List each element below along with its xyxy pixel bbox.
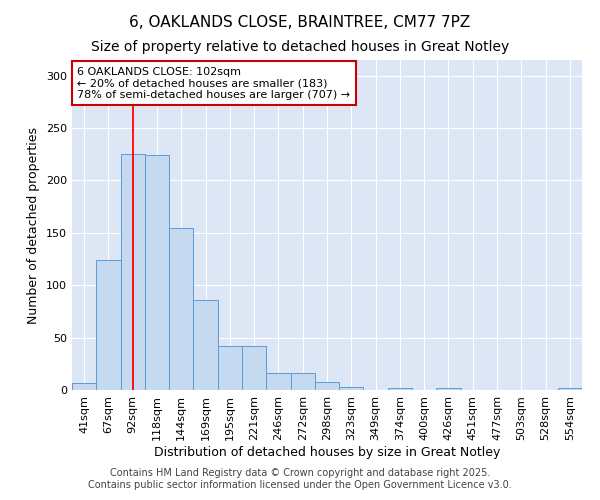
Bar	[290, 373, 315, 390]
Text: 6, OAKLANDS CLOSE, BRAINTREE, CM77 7PZ: 6, OAKLANDS CLOSE, BRAINTREE, CM77 7PZ	[130, 15, 470, 30]
Bar	[315, 382, 339, 390]
Bar	[339, 387, 364, 390]
Bar	[145, 156, 169, 390]
Bar	[388, 388, 412, 390]
Bar	[218, 346, 242, 390]
Bar	[72, 382, 96, 390]
Text: Contains HM Land Registry data © Crown copyright and database right 2025.
Contai: Contains HM Land Registry data © Crown c…	[88, 468, 512, 490]
Bar	[169, 228, 193, 390]
Bar	[121, 154, 145, 390]
Y-axis label: Number of detached properties: Number of detached properties	[28, 126, 40, 324]
Bar	[436, 388, 461, 390]
Text: Size of property relative to detached houses in Great Notley: Size of property relative to detached ho…	[91, 40, 509, 54]
Text: 6 OAKLANDS CLOSE: 102sqm
← 20% of detached houses are smaller (183)
78% of semi-: 6 OAKLANDS CLOSE: 102sqm ← 20% of detach…	[77, 66, 350, 100]
Bar	[96, 260, 121, 390]
Bar	[558, 388, 582, 390]
Bar	[193, 300, 218, 390]
Bar	[242, 346, 266, 390]
Bar	[266, 373, 290, 390]
X-axis label: Distribution of detached houses by size in Great Notley: Distribution of detached houses by size …	[154, 446, 500, 458]
